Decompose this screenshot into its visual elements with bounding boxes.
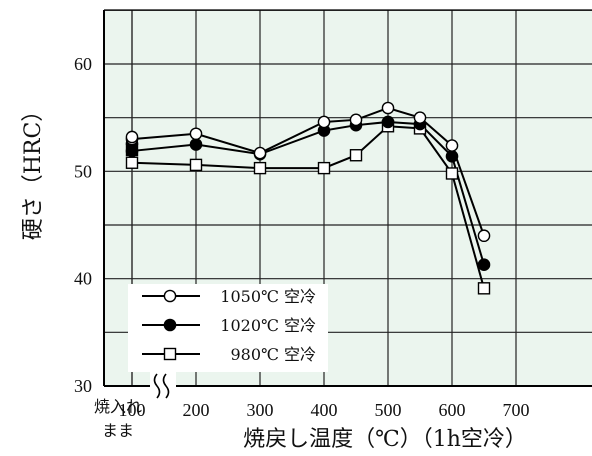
as-quenched-label: まま: [102, 421, 134, 440]
axis-break-mark: [153, 373, 161, 399]
data-point: [477, 282, 491, 295]
x-tick-label: 700: [503, 400, 530, 420]
as-quenched-label: 焼入れ: [94, 397, 142, 416]
y-tick-label: 60: [74, 54, 92, 74]
data-point: [445, 150, 459, 163]
legend: 1050℃ 空冷 1020℃ 空冷 980℃ 空冷: [128, 284, 328, 372]
y-tick-label: 50: [74, 161, 92, 181]
x-tick-label: 400: [311, 400, 338, 420]
axes: [103, 9, 592, 400]
data-point: [445, 139, 459, 152]
data-point: [445, 167, 459, 180]
axis-break-gap: [150, 372, 176, 400]
series-group: [125, 101, 491, 295]
x-tick-label: 200: [183, 400, 210, 420]
legend-box: [128, 284, 328, 372]
data-point: [253, 161, 267, 175]
data-point: [125, 156, 139, 169]
legend-label: 1050℃ 空冷: [220, 287, 316, 306]
data-point: [189, 138, 203, 151]
legend-label: 1020℃ 空冷: [220, 316, 316, 335]
axis-break-mark: [162, 373, 170, 399]
x-tick-label: 300: [247, 400, 274, 420]
data-point: [253, 146, 267, 160]
data-point: [189, 158, 203, 172]
legend-marker: [163, 289, 177, 303]
data-point: [317, 161, 331, 175]
x-tick-label: 100: [119, 400, 146, 420]
data-point: [413, 111, 427, 124]
data-point: [317, 115, 331, 129]
y-axis-title: 硬さ（HRC）: [21, 100, 46, 241]
axis-titles: 焼戻し温度（℃）（1h空冷） 硬さ（HRC）: [21, 100, 527, 452]
x-tick-label: 500: [375, 400, 402, 420]
data-point: [349, 149, 363, 162]
as-quenched-point: [125, 130, 139, 144]
legend-marker: [163, 347, 177, 361]
y-tick-label: 30: [74, 376, 92, 396]
legend-marker: [163, 318, 177, 332]
data-point: [477, 229, 491, 243]
data-point: [381, 101, 395, 115]
x-axis-title: 焼戻し温度（℃）（1h空冷）: [243, 427, 527, 452]
data-point: [381, 115, 395, 129]
data-point: [189, 127, 203, 141]
x-tick-label: 600: [439, 400, 466, 420]
y-tick-label: 40: [74, 269, 92, 289]
data-point: [349, 113, 363, 127]
legend-label: 980℃ 空冷: [230, 345, 316, 364]
data-point: [477, 258, 491, 272]
